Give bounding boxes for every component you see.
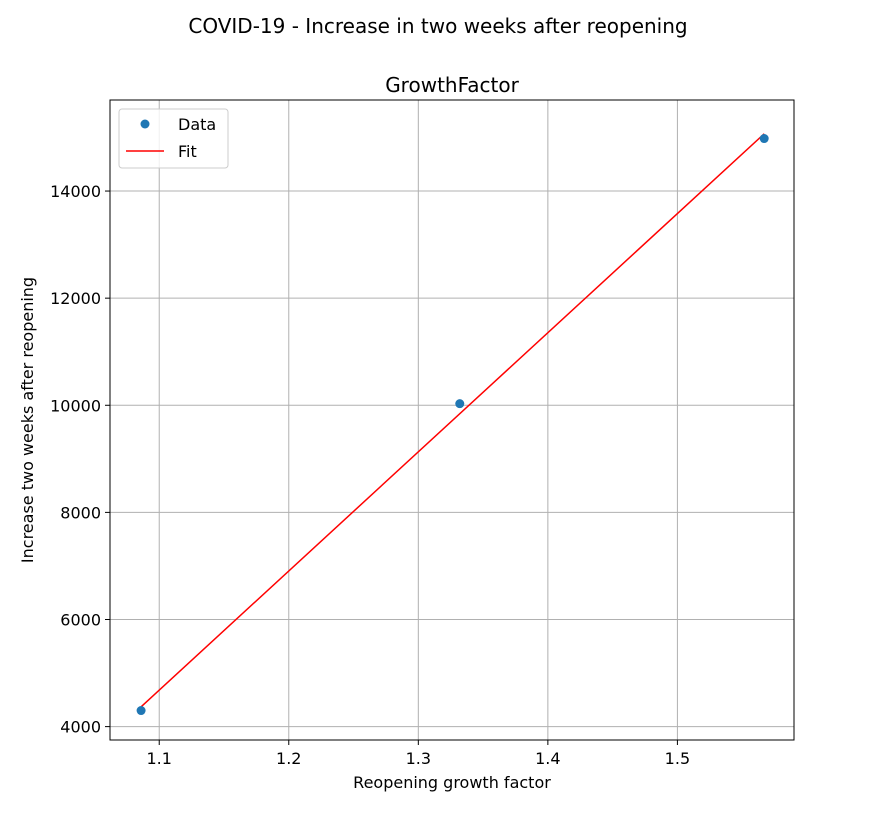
y-tick-label: 12000	[50, 289, 101, 308]
x-tick-label: 1.4	[535, 749, 560, 768]
y-tick-label: 6000	[60, 610, 101, 629]
x-tick-label: 1.3	[406, 749, 431, 768]
y-tick-label: 10000	[50, 396, 101, 415]
legend-data-label: Data	[178, 115, 216, 134]
x-tick-label: 1.1	[147, 749, 172, 768]
data-point	[759, 134, 769, 144]
y-tick-label: 8000	[60, 503, 101, 522]
y-tick-label: 14000	[50, 182, 101, 201]
series-layer	[136, 133, 769, 716]
data-point	[455, 399, 465, 409]
x-tick-label: 1.5	[665, 749, 690, 768]
y-axis-label: Increase two weeks after reopening	[18, 277, 37, 563]
legend-fit-label: Fit	[178, 142, 197, 161]
fit-line	[140, 133, 765, 708]
legend-data-marker	[140, 119, 150, 129]
grid-layer	[110, 100, 794, 740]
chart-title: GrowthFactor	[385, 73, 519, 97]
figure-title: COVID-19 - Increase in two weeks after r…	[188, 14, 687, 38]
data-point	[136, 706, 146, 716]
legend: Data Fit	[118, 108, 229, 169]
tick-layer: 1.1 1.2 1.3 1.4 1.5 4000 6000 8000 10000 12000 140…	[50, 182, 690, 768]
x-axis-label: Reopening growth factor	[353, 773, 551, 792]
x-tick-label: 1.2	[276, 749, 301, 768]
y-tick-label: 4000	[60, 718, 101, 737]
plot-area-frame	[109, 99, 795, 741]
